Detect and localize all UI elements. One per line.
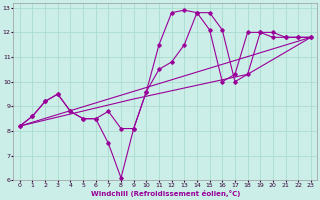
X-axis label: Windchill (Refroidissement éolien,°C): Windchill (Refroidissement éolien,°C) — [91, 190, 240, 197]
